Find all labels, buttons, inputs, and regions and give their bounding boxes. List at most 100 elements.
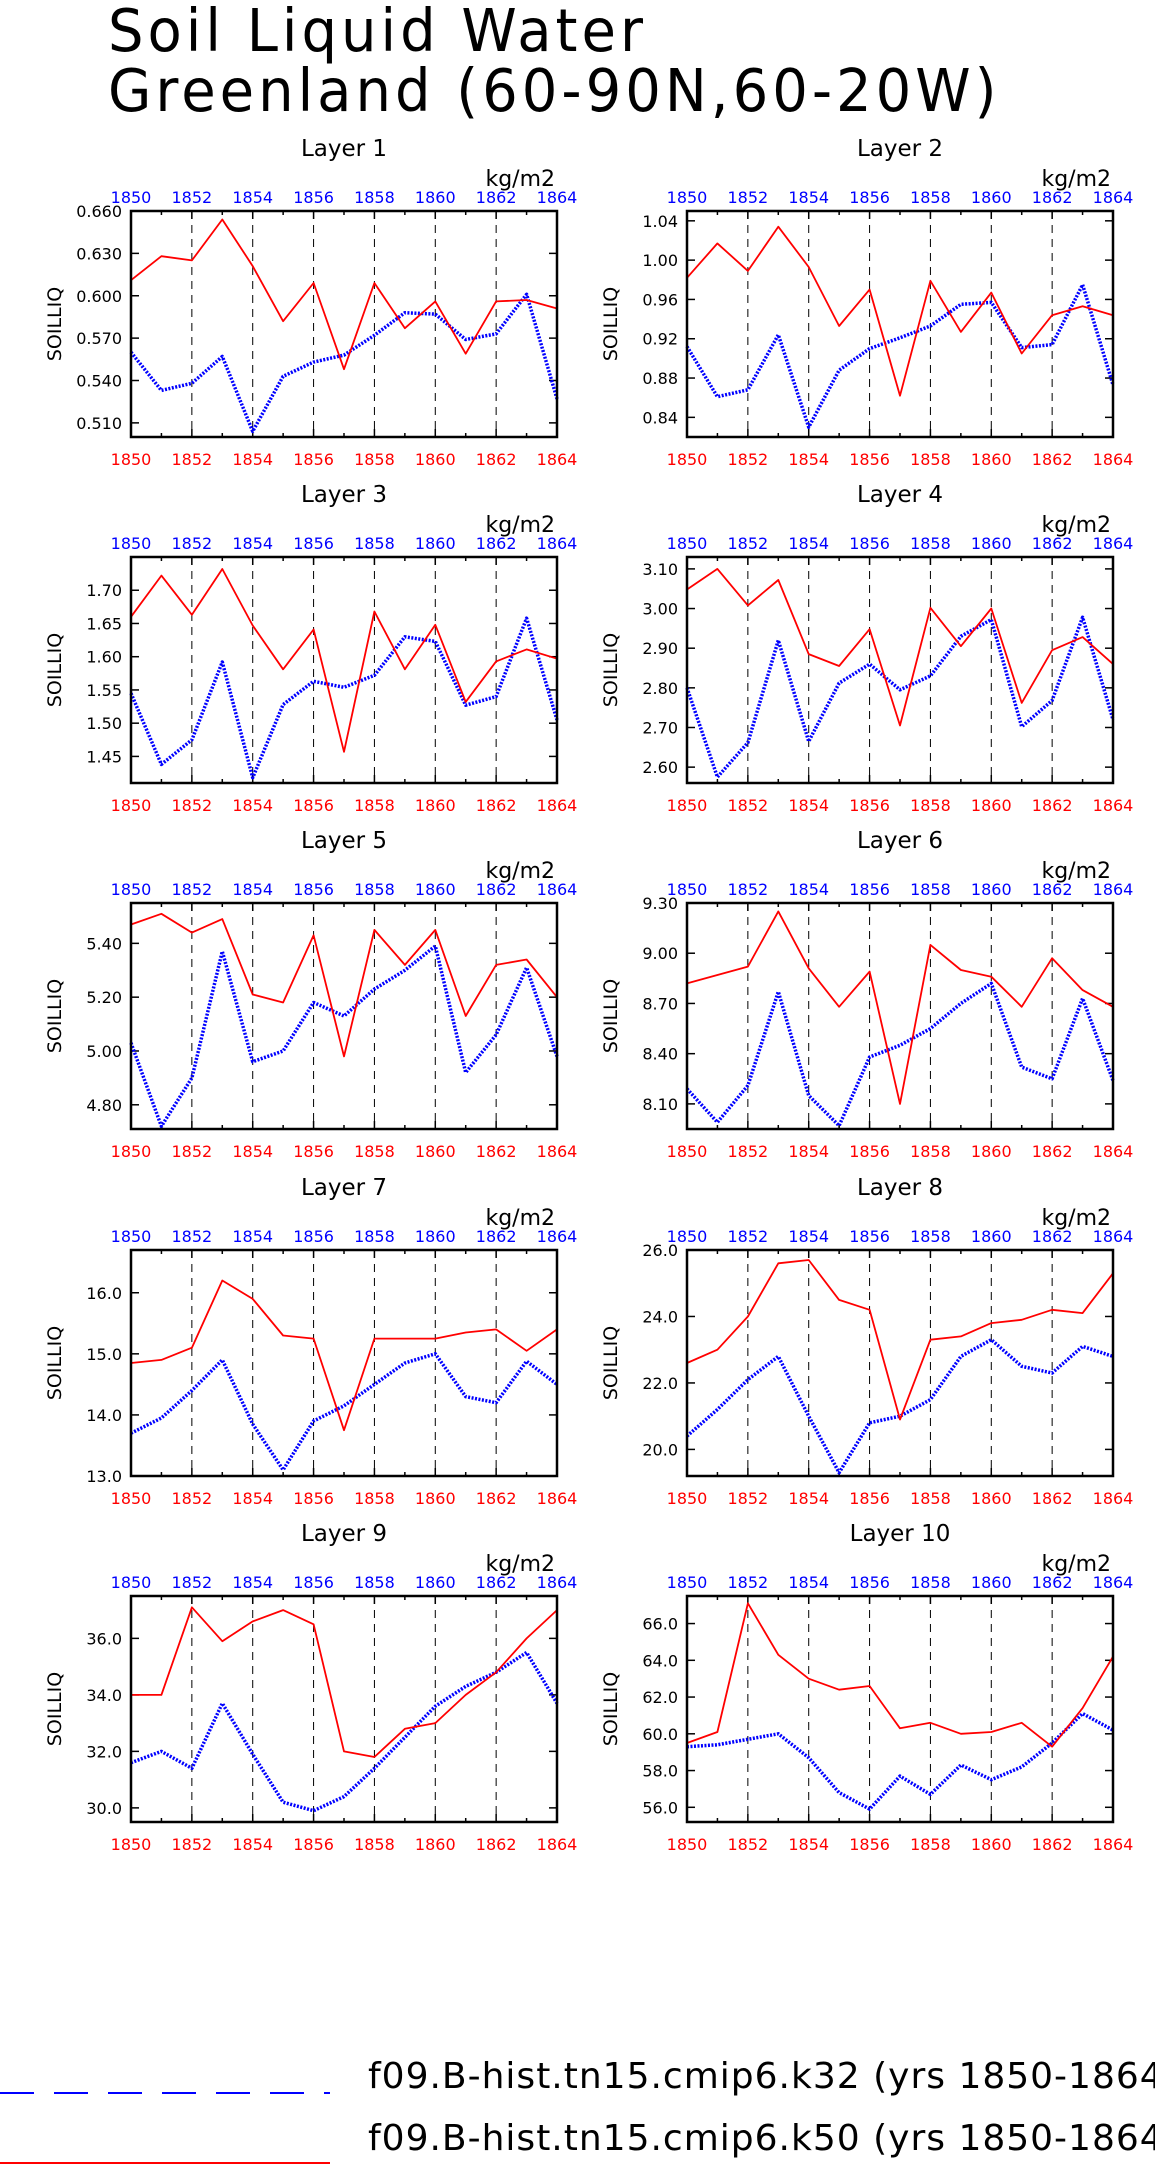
x-tick-label-bottom: 1850 [667, 796, 708, 815]
x-tick-label-bottom: 1852 [727, 1835, 768, 1854]
x-tick-label-top: 1858 [354, 534, 395, 553]
x-tick-label-top: 1860 [415, 188, 456, 207]
y-axis-label: SOILLIQ [600, 1326, 622, 1400]
x-tick-label-top: 1858 [910, 1573, 951, 1592]
series-line-k50 [686, 568, 1114, 727]
y-tick-label: 14.0 [86, 1406, 122, 1425]
y-tick-label: 20.0 [642, 1440, 678, 1459]
x-tick-label-bottom: 1860 [415, 1489, 456, 1508]
x-tick-label-bottom: 1860 [971, 1835, 1012, 1854]
x-tick-label-bottom: 1864 [1093, 1489, 1134, 1508]
panel-title: Layer 6 [857, 828, 943, 854]
x-tick-label-bottom: 1864 [1093, 1142, 1134, 1161]
y-tick-label: 1.04 [642, 212, 678, 231]
y-tick-label: 8.10 [642, 1095, 678, 1114]
x-tick-label-top: 1864 [537, 1573, 578, 1592]
plot-frame [129, 1248, 559, 1478]
units-label: kg/m2 [1041, 859, 1111, 884]
x-tick-label-top: 1856 [849, 880, 890, 899]
panel-grid: Layer 1 kg/m2 SOILLIQ 1850 1850 1852 1852 1854 1… [44, 136, 1134, 1854]
x-tick-label-top: 1858 [354, 880, 395, 899]
y-tick-label: 4.80 [86, 1096, 122, 1115]
x-tick-label-top: 1860 [415, 1227, 456, 1246]
x-tick-label-top: 1850 [111, 1573, 152, 1592]
x-tick-label-bottom: 1854 [788, 1142, 829, 1161]
series-line-k32 [685, 615, 1115, 779]
y-tick-label: 8.70 [642, 994, 678, 1013]
y-tick-label: 2.60 [642, 758, 678, 777]
x-tick-label-bottom: 1860 [971, 1142, 1012, 1161]
chart-title-line-2: Greenland (60-90N,60-20W) [108, 57, 1001, 126]
y-tick-label: 0.84 [642, 408, 678, 427]
panel-layer-4: Layer 4 kg/m2 SOILLIQ 1850 1850 1852 1852 1854 1… [600, 482, 1133, 815]
x-tick-label-top: 1852 [171, 188, 212, 207]
x-tick-label-bottom: 1850 [111, 450, 152, 469]
x-tick-label-bottom: 1858 [354, 796, 395, 815]
plot-frame [129, 555, 559, 785]
x-tick-label-bottom: 1858 [910, 1142, 951, 1161]
x-tick-label-bottom: 1856 [293, 1835, 334, 1854]
panel-layer-2: Layer 2 kg/m2 SOILLIQ 1850 1850 1852 1852 1854 1… [600, 136, 1133, 469]
x-tick-label-top: 1860 [971, 880, 1012, 899]
legend-label-k32: f09.B-hist.tn15.cmip6.k32 (yrs 1850-1864… [368, 2056, 1155, 2097]
y-tick-label: 15.0 [86, 1345, 122, 1364]
x-tick-label-top: 1858 [910, 1227, 951, 1246]
x-tick-label-bottom: 1860 [415, 796, 456, 815]
x-tick-label-bottom: 1852 [727, 450, 768, 469]
y-axis-label: SOILLIQ [600, 633, 622, 707]
series-line-k50 [130, 568, 558, 753]
series-line-k32 [685, 282, 1115, 429]
x-tick-label-top: 1860 [971, 1227, 1012, 1246]
x-tick-label-top: 1852 [727, 880, 768, 899]
x-tick-label-bottom: 1858 [354, 450, 395, 469]
x-tick-label-top: 1862 [476, 1573, 517, 1592]
x-tick-label-bottom: 1864 [537, 1835, 578, 1854]
x-tick-label-bottom: 1858 [910, 450, 951, 469]
y-tick-label: 0.92 [642, 330, 678, 349]
x-tick-label-top: 1854 [232, 534, 273, 553]
x-tick-label-bottom: 1858 [910, 1489, 951, 1508]
y-tick-label: 56.0 [642, 1798, 678, 1817]
x-tick-label-top: 1864 [537, 534, 578, 553]
x-tick-label-top: 1852 [171, 880, 212, 899]
x-tick-label-bottom: 1856 [849, 450, 890, 469]
x-tick-label-top: 1854 [788, 1227, 829, 1246]
x-tick-label-top: 1858 [354, 1573, 395, 1592]
x-tick-label-top: 1856 [293, 1227, 334, 1246]
y-axis-label: SOILLIQ [44, 1672, 66, 1746]
units-label: kg/m2 [1041, 513, 1111, 538]
x-tick-label-top: 1862 [1032, 188, 1073, 207]
panel-layer-3: Layer 3 kg/m2 SOILLIQ 1850 1850 1852 1852 1854 1… [44, 482, 577, 815]
x-tick-label-bottom: 1850 [111, 796, 152, 815]
x-tick-label-bottom: 1862 [476, 1142, 517, 1161]
plot-frame [685, 1248, 1115, 1478]
x-tick-label-top: 1856 [293, 1573, 334, 1592]
x-tick-label-top: 1850 [111, 534, 152, 553]
x-tick-label-bottom: 1856 [849, 1835, 890, 1854]
y-tick-label: 64.0 [642, 1651, 678, 1670]
x-tick-label-top: 1858 [354, 188, 395, 207]
x-tick-label-bottom: 1862 [476, 1489, 517, 1508]
x-tick-label-top: 1856 [293, 534, 334, 553]
panel-layer-9: Layer 9 kg/m2 SOILLIQ 1850 1850 1852 1852 1854 1… [44, 1521, 577, 1854]
y-tick-label: 2.80 [642, 679, 678, 698]
series-line-k50 [131, 1606, 558, 1758]
x-tick-label-bottom: 1860 [415, 1142, 456, 1161]
units-label: kg/m2 [485, 1552, 555, 1577]
series-line-k50 [130, 218, 558, 371]
x-tick-label-top: 1852 [171, 534, 212, 553]
x-tick-label-bottom: 1864 [537, 450, 578, 469]
x-tick-label-top: 1864 [537, 1227, 578, 1246]
y-tick-label: 1.45 [86, 747, 122, 766]
units-label: kg/m2 [485, 859, 555, 884]
series-line-k50 [130, 1279, 558, 1432]
x-tick-label-bottom: 1864 [537, 1489, 578, 1508]
x-tick-label-top: 1852 [727, 188, 768, 207]
x-tick-label-top: 1856 [849, 534, 890, 553]
x-tick-label-bottom: 1854 [788, 796, 829, 815]
x-tick-label-bottom: 1860 [971, 796, 1012, 815]
x-tick-label-top: 1862 [476, 534, 517, 553]
series-line-k32 [130, 1352, 559, 1472]
x-tick-label-bottom: 1864 [537, 1142, 578, 1161]
x-tick-label-top: 1864 [1093, 880, 1134, 899]
